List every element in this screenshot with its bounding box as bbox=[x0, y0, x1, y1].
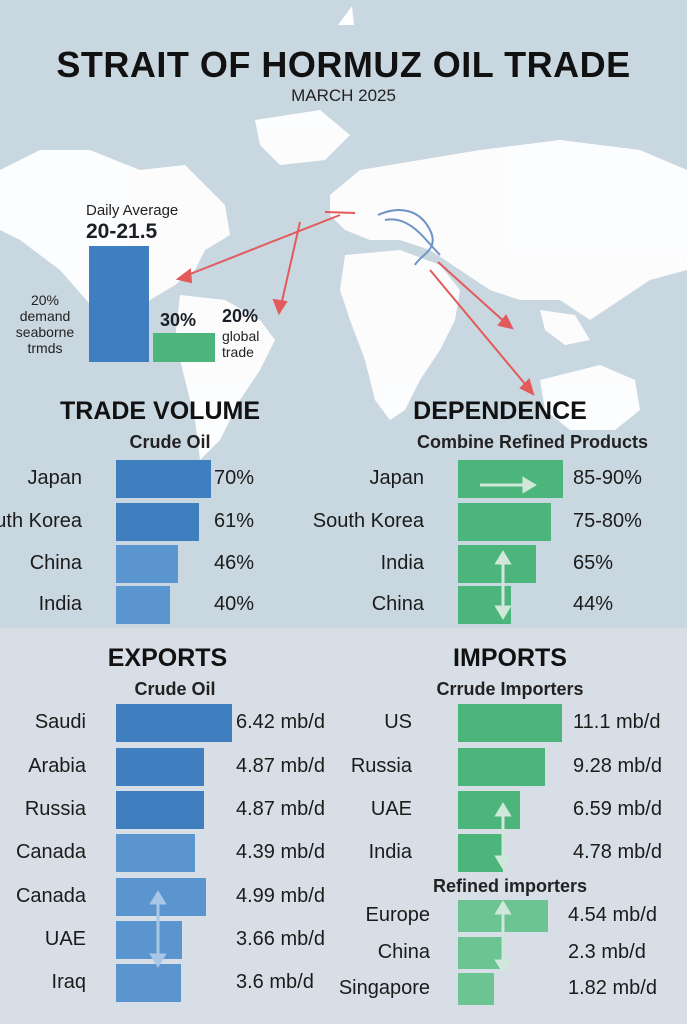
trade-volume-category-label: South Korea bbox=[0, 510, 82, 532]
exports-subtitle: Crude Oil bbox=[134, 679, 216, 699]
imports-value-label: 6.59 mb/d bbox=[573, 798, 662, 820]
exports-value-label: 4.87 mb/d bbox=[236, 798, 325, 820]
imports-title: IMPORTS bbox=[453, 644, 567, 672]
imports-category-label: UAE bbox=[370, 798, 412, 820]
refined-importers-category-label: Europe bbox=[365, 904, 431, 926]
imports-value-label: 4.78 mb/d bbox=[573, 841, 662, 863]
exports-category-label: Canada bbox=[15, 841, 86, 863]
demand-note: 20% demand seaborne trmds bbox=[15, 292, 75, 357]
exports-value-label: 4.99 mb/d bbox=[236, 885, 325, 907]
trade-volume-bar bbox=[116, 460, 211, 498]
dependence-value-label: 85-90% bbox=[573, 467, 642, 489]
exports-category-label: UAE bbox=[44, 928, 86, 950]
exports-category-label: Saudi bbox=[34, 711, 86, 733]
dependence-bar bbox=[458, 460, 563, 498]
exports-category-label: Russia bbox=[24, 798, 86, 820]
exports-value-label: 4.39 mb/d bbox=[236, 841, 325, 863]
seaborne-share-bar bbox=[153, 333, 215, 362]
page-title: STRAIT OF HORMUZ OIL TRADE bbox=[56, 44, 631, 85]
dependence-value-label: 44% bbox=[573, 593, 614, 615]
trade-volume-value-label: 46% bbox=[214, 552, 255, 574]
exports-bar bbox=[116, 748, 204, 786]
exports-category-label: Arabia bbox=[28, 755, 86, 777]
exports-bar bbox=[116, 791, 204, 829]
europe-asia-shape bbox=[330, 140, 687, 320]
refined-importers-category-label: Singapore bbox=[338, 977, 430, 999]
global-trade-value: 20% bbox=[222, 306, 259, 326]
imports-subtitle: Crrude Importers bbox=[436, 679, 584, 699]
trade-volume-bar bbox=[116, 503, 199, 541]
exports-value-label: 4.87 mb/d bbox=[236, 755, 325, 777]
dependence-category-label: India bbox=[380, 552, 424, 574]
exports-bar bbox=[116, 704, 232, 742]
australia-shape bbox=[540, 365, 640, 430]
dependence-category-label: China bbox=[371, 593, 424, 615]
trade-volume-category-label: China bbox=[29, 552, 82, 574]
africa-shape bbox=[340, 250, 460, 420]
imports-bar bbox=[458, 834, 503, 872]
dependence-bar bbox=[458, 503, 551, 541]
trade-volume-value-label: 40% bbox=[214, 593, 255, 615]
exports-category-label: Iraq bbox=[51, 971, 86, 993]
refined-importers-value-label: 2.3 mb/d bbox=[568, 941, 646, 963]
flow-arrows bbox=[175, 211, 535, 396]
trade-volume-category-label: Japan bbox=[27, 467, 83, 489]
trade-volume-bar bbox=[116, 586, 170, 624]
seaborne-share-value: 30% bbox=[160, 310, 197, 330]
refined-importers-value-label: 4.54 mb/d bbox=[568, 904, 657, 926]
top-triangle-icon bbox=[338, 6, 354, 25]
imports-bar bbox=[458, 748, 545, 786]
imports-value-label: 9.28 mb/d bbox=[573, 755, 662, 777]
imports-value-label: 11.1 mb/d bbox=[573, 711, 661, 733]
dependence-category-label: Japan bbox=[369, 467, 425, 489]
bottom-panel bbox=[0, 628, 687, 1024]
trade-volume-value-label: 61% bbox=[214, 510, 255, 532]
dependence-value-label: 75-80% bbox=[573, 510, 642, 532]
imports-category-label: Russia bbox=[350, 755, 412, 777]
dependence-value-label: 65% bbox=[573, 552, 614, 574]
dependence-title: DEPENDENCE bbox=[413, 397, 587, 425]
exports-value-label: 6.42 mb/d bbox=[236, 711, 325, 733]
exports-bar bbox=[116, 964, 181, 1002]
trade-volume-value-label: 70% bbox=[214, 467, 255, 489]
trade-volume-title: TRADE VOLUME bbox=[60, 397, 260, 425]
refined-importers-value-label: 1.82 mb/d bbox=[568, 977, 657, 999]
dependence-category-label: South Korea bbox=[312, 510, 424, 532]
trade-volume-bar bbox=[116, 545, 178, 583]
greenland-shape bbox=[255, 110, 350, 165]
refined-importers-bar bbox=[458, 973, 494, 1005]
imports-category-label: US bbox=[384, 711, 412, 733]
daily-average-bar bbox=[89, 246, 149, 362]
imports-bar bbox=[458, 791, 520, 829]
strait-route bbox=[377, 209, 441, 266]
refined-importers-category-label: China bbox=[377, 941, 430, 963]
exports-bar bbox=[116, 921, 182, 959]
page-subtitle: MARCH 2025 bbox=[291, 86, 396, 105]
refined-importers-title: Refined importers bbox=[432, 876, 588, 896]
exports-value-label: 3.66 mb/d bbox=[236, 928, 325, 950]
refined-importers-bar bbox=[458, 937, 504, 969]
exports-bar bbox=[116, 834, 195, 872]
exports-category-label: Canada bbox=[15, 885, 86, 907]
imports-bar bbox=[458, 704, 562, 742]
daily-average-value: 20-21.5 bbox=[86, 220, 158, 243]
trade-volume-category-label: India bbox=[38, 593, 82, 615]
trade-volume-subtitle: Crude Oil bbox=[129, 432, 211, 452]
global-trade-label: global trade bbox=[222, 328, 260, 361]
southeast-asia-shape bbox=[540, 310, 590, 345]
exports-title: EXPORTS bbox=[107, 644, 228, 672]
daily-average-label: Daily Average bbox=[86, 202, 179, 219]
imports-category-label: India bbox=[368, 841, 412, 863]
exports-value-label: 3.6 mb/d bbox=[236, 971, 314, 993]
dependence-subtitle: Combine Refined Products bbox=[416, 432, 649, 452]
